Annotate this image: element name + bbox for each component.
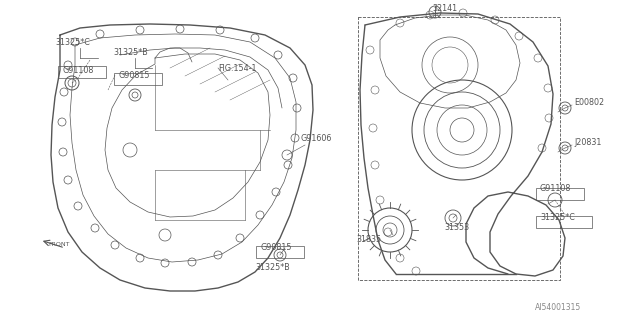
- Text: 31325*B: 31325*B: [113, 47, 148, 57]
- Text: G90815: G90815: [118, 70, 150, 79]
- Text: 31325*C: 31325*C: [540, 213, 575, 222]
- Text: G90815: G90815: [260, 244, 291, 252]
- Text: G91108: G91108: [540, 183, 572, 193]
- Text: G91606: G91606: [300, 133, 332, 142]
- Text: 32141: 32141: [432, 4, 457, 12]
- Text: 31325*B: 31325*B: [255, 263, 290, 273]
- Text: FIG.154-1: FIG.154-1: [218, 63, 257, 73]
- Text: 31353: 31353: [444, 223, 469, 233]
- Text: 31835: 31835: [356, 236, 381, 244]
- Text: 31325*C: 31325*C: [55, 37, 90, 46]
- Text: E00802: E00802: [574, 98, 604, 107]
- Text: FRONT: FRONT: [48, 242, 70, 246]
- Text: AI54001315: AI54001315: [535, 303, 581, 313]
- Text: J20831: J20831: [574, 138, 602, 147]
- Text: G91108: G91108: [62, 66, 93, 75]
